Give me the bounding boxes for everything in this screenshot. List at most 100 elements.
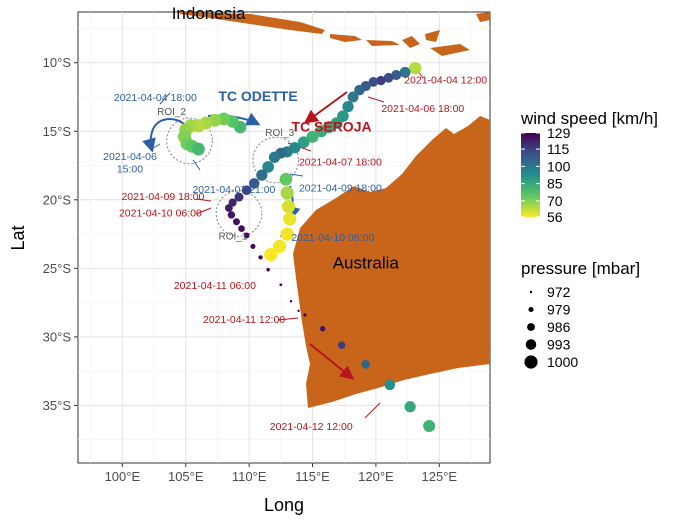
roi-label-roi-1: ROI_1	[219, 232, 248, 243]
track-point	[234, 192, 244, 202]
track-point	[279, 172, 293, 186]
annotation-2021-04-10-06-00: 2021-04-10 06:00	[291, 232, 374, 244]
track-point	[232, 218, 240, 226]
track-point	[258, 255, 263, 260]
annotation-2021-04-09-18-00: 2021-04-09 18:00	[299, 183, 382, 195]
landfall-direction-arrow	[309, 343, 355, 380]
annotation-2021-04-04-12-00: 2021-04-04 12:00	[404, 74, 487, 86]
track-point	[280, 186, 294, 200]
pressure-legend-title: pressure [mbar]	[521, 259, 640, 278]
land-indonesia-java	[180, 12, 325, 34]
wind-tick-label: 115	[547, 141, 570, 157]
track-point	[408, 61, 422, 75]
annotation-2021-04-10-06-00: 2021-04-10 06:00	[119, 207, 202, 219]
annotation-2021-04-07-18-00: 2021-04-07 18:00	[299, 157, 382, 169]
track-point	[368, 77, 379, 87]
track-points	[177, 61, 436, 433]
roi-label-roi-2: ROI_2	[157, 107, 186, 118]
track-point	[404, 401, 416, 413]
track-point	[256, 169, 268, 181]
annotation-2021-04-07-21-00: 2021-04-07 21:00	[192, 184, 275, 196]
leader-2021-04-06-1800	[367, 96, 385, 103]
x-tick-label: 120°E	[358, 469, 394, 484]
leader-2021-04-10-0600-red	[195, 207, 212, 215]
pressure-key-label: 1000	[547, 354, 578, 370]
track-point	[268, 151, 281, 163]
y-tick-label: 30°S	[43, 329, 72, 344]
track-point	[279, 283, 283, 287]
track-point	[266, 267, 270, 272]
land-indonesia-islands	[330, 12, 490, 56]
track-point	[384, 379, 396, 391]
track-point	[280, 227, 294, 241]
leader-2021-04-11-1200	[277, 317, 299, 321]
annotation-2021-04-04-18-00: 2021-04-04 18:00	[114, 92, 197, 104]
wind-tick-label: 70	[547, 193, 563, 209]
track-point	[342, 100, 354, 113]
track-point	[306, 130, 319, 143]
annotation-2021-04-11-12-00: 2021-04-11 12:00	[203, 314, 285, 326]
track-point	[262, 161, 274, 173]
series-tc-odette	[177, 112, 297, 262]
annotation-2021-04-11-06-00: 2021-04-11 06:00	[174, 280, 256, 292]
land-australia	[293, 116, 490, 408]
track-point	[376, 75, 386, 86]
storm-name-tc-seroja: TC SEROJA	[291, 118, 371, 134]
x-tick-label: 125°E	[422, 469, 458, 484]
land-layer	[180, 12, 490, 408]
track-point	[297, 309, 300, 313]
pressure-key-label: 993	[547, 337, 571, 353]
pressure-key-label: 986	[547, 319, 571, 335]
x-tick-label: 105°E	[168, 469, 204, 484]
land-label-indonesia: Indonesia	[172, 4, 246, 23]
y-tick-label: 25°S	[43, 261, 72, 276]
track-point	[192, 142, 205, 156]
roi-labels: ROI_1 ROI_2 ROI_3	[157, 107, 295, 243]
pressure-key-dot	[524, 355, 538, 369]
x-tick-label: 100°E	[105, 469, 141, 484]
leader-2021-04-04-1800	[159, 92, 171, 105]
track-point	[399, 66, 411, 78]
track-point	[303, 313, 307, 317]
wind-tick-label: 85	[547, 176, 563, 192]
y-tick-label: 20°S	[43, 192, 72, 207]
track-point	[347, 91, 359, 103]
pressure-key-dot	[529, 290, 533, 294]
track-point	[243, 232, 250, 239]
pressure-key-label: 972	[547, 284, 571, 300]
track-point	[297, 136, 310, 149]
annotation-2021-04-09-18-00: 2021-04-09 18:00	[121, 191, 204, 203]
x-tick-label: 110°E	[232, 469, 267, 484]
storm-name-tc-odette: TC ODETTE	[218, 88, 297, 104]
odette-loop-arrow	[142, 118, 185, 153]
roi-circle-roi-1	[215, 190, 263, 237]
track-point	[248, 178, 260, 189]
leader-2021-04-12-1200	[364, 402, 381, 419]
wind-tick-label: 56	[547, 209, 563, 225]
seroja-direction-arrow	[303, 91, 348, 124]
land-label-australia: Australia	[333, 253, 400, 272]
track-point	[354, 84, 365, 96]
track-point	[224, 204, 233, 212]
wind-tick-label: 129	[547, 125, 571, 141]
y-tick-label: 10°S	[43, 55, 72, 70]
track-point	[264, 248, 278, 262]
pressure-key-dot	[525, 339, 537, 350]
annotation-2021-04-06-18-00: 2021-04-06 18:00	[381, 103, 464, 115]
track-point	[337, 341, 346, 349]
track-point	[319, 325, 326, 332]
track-point	[423, 419, 436, 433]
track-point	[238, 225, 245, 232]
leader-2021-04-09-1800-red	[195, 198, 212, 202]
series-tc-seroja	[224, 61, 436, 433]
track-point	[391, 70, 402, 81]
y-axis-title: Lat	[8, 225, 28, 250]
track-point	[281, 200, 296, 214]
roi-label-roi-3: ROI_3	[265, 128, 294, 139]
x-tick-label: 115°E	[295, 469, 330, 484]
track-point	[383, 72, 394, 83]
track-point	[289, 300, 293, 303]
annotation-2021-04-12-12-00: 2021-04-12 12:00	[270, 421, 353, 433]
